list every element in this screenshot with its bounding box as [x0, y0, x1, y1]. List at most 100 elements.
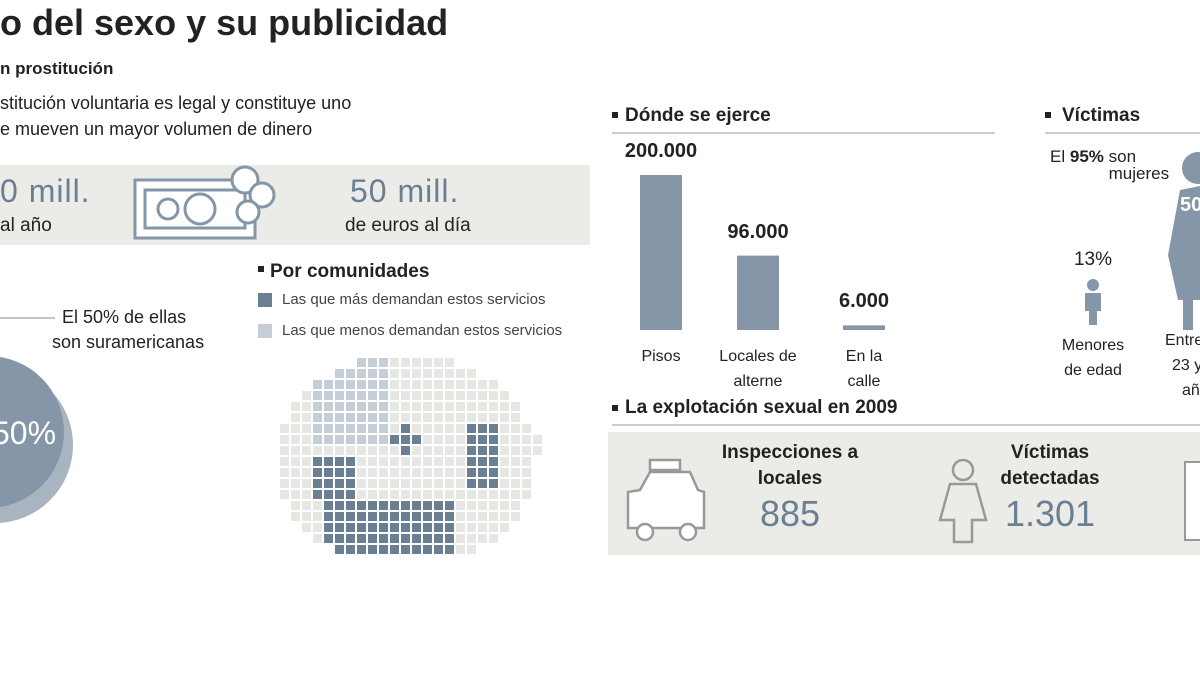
map-cell	[500, 501, 509, 510]
map-cell	[313, 534, 322, 543]
map-cell	[401, 391, 410, 400]
map-cell	[302, 457, 311, 466]
map-cell	[456, 490, 465, 499]
map-cell	[357, 424, 366, 433]
map-cell	[423, 545, 432, 554]
map-cell	[434, 435, 443, 444]
adults-label: añ	[1182, 382, 1200, 399]
map-cell	[357, 380, 366, 389]
map-cell	[500, 413, 509, 422]
map-cell	[291, 413, 300, 422]
map-cell	[390, 479, 399, 488]
map-cell	[467, 490, 476, 499]
map-cell	[346, 457, 355, 466]
map-cell	[335, 413, 344, 422]
map-cell	[467, 446, 476, 455]
map-cell	[423, 435, 432, 444]
map-cell	[346, 446, 355, 455]
map-cell	[401, 424, 410, 433]
bullet	[612, 112, 618, 118]
map-cell	[357, 413, 366, 422]
map-cell	[390, 435, 399, 444]
map-cell	[511, 402, 520, 411]
map-cell	[313, 523, 322, 532]
map-cell	[379, 358, 388, 367]
map-cell	[357, 523, 366, 532]
map-cell	[390, 545, 399, 554]
map-cell	[346, 369, 355, 378]
map-cell	[434, 534, 443, 543]
map-cell	[423, 457, 432, 466]
map-cell	[313, 402, 322, 411]
map-cell	[357, 545, 366, 554]
map-cell	[335, 391, 344, 400]
map-cell	[357, 402, 366, 411]
note: son suramericanas	[52, 332, 205, 352]
map-cell	[401, 490, 410, 499]
map-cell	[379, 512, 388, 521]
map-cell	[368, 402, 377, 411]
map-cell	[445, 479, 454, 488]
map-cell	[500, 479, 509, 488]
map-cell	[522, 435, 531, 444]
map-cell	[313, 435, 322, 444]
map-cell	[346, 490, 355, 499]
child-icon	[1085, 279, 1101, 325]
map-cell	[368, 435, 377, 444]
minors-label: Menores de edad	[1061, 337, 1125, 379]
map-cell	[500, 512, 509, 521]
map-cell	[511, 512, 520, 521]
map-cell	[324, 457, 333, 466]
section-heading: La explotación sexual en 2009	[625, 397, 898, 418]
map-cell	[302, 413, 311, 422]
map-cell	[456, 457, 465, 466]
figure-label: 50	[1180, 194, 1200, 216]
map-cell	[434, 358, 443, 367]
map-cell	[522, 446, 531, 455]
section-heading: Por comunidades	[270, 261, 430, 282]
money-band	[0, 165, 590, 245]
map-cell	[368, 490, 377, 499]
map-cell	[335, 490, 344, 499]
map-cell	[412, 523, 421, 532]
map-cell	[412, 534, 421, 543]
map-cell	[324, 512, 333, 521]
map-cell	[423, 534, 432, 543]
map-cell	[445, 523, 454, 532]
map-cell	[401, 413, 410, 422]
map-cell	[368, 468, 377, 477]
map-cell	[313, 413, 322, 422]
map-cell	[445, 457, 454, 466]
stat-label: Víctimas detectadas	[1000, 442, 1100, 489]
map-cell	[489, 391, 498, 400]
stats-band	[608, 432, 1200, 555]
map-cell	[500, 402, 509, 411]
map-cell	[412, 391, 421, 400]
map-cell	[412, 479, 421, 488]
map-cell	[522, 479, 531, 488]
map-cell	[445, 534, 454, 543]
title: o del sexo y su publicidad	[0, 2, 449, 43]
map-cell	[456, 501, 465, 510]
map-cell	[467, 523, 476, 532]
map-cell	[434, 402, 443, 411]
map-cell	[302, 424, 311, 433]
woman-icon	[938, 458, 988, 544]
map-cell	[434, 545, 443, 554]
legend-swatch	[258, 324, 272, 338]
map-cell	[423, 391, 432, 400]
map-cell	[390, 369, 399, 378]
map-cell	[478, 523, 487, 532]
bullet	[1045, 112, 1051, 118]
map-cell	[401, 369, 410, 378]
map-cell	[434, 512, 443, 521]
map-cell	[390, 512, 399, 521]
map-cell	[335, 446, 344, 455]
map-cell	[291, 479, 300, 488]
map-cell	[324, 402, 333, 411]
pie-top	[0, 356, 64, 508]
map-cell	[489, 424, 498, 433]
map-cell	[456, 468, 465, 477]
share-text: El 95% son mujeres	[1050, 148, 1169, 182]
map-cell	[489, 402, 498, 411]
